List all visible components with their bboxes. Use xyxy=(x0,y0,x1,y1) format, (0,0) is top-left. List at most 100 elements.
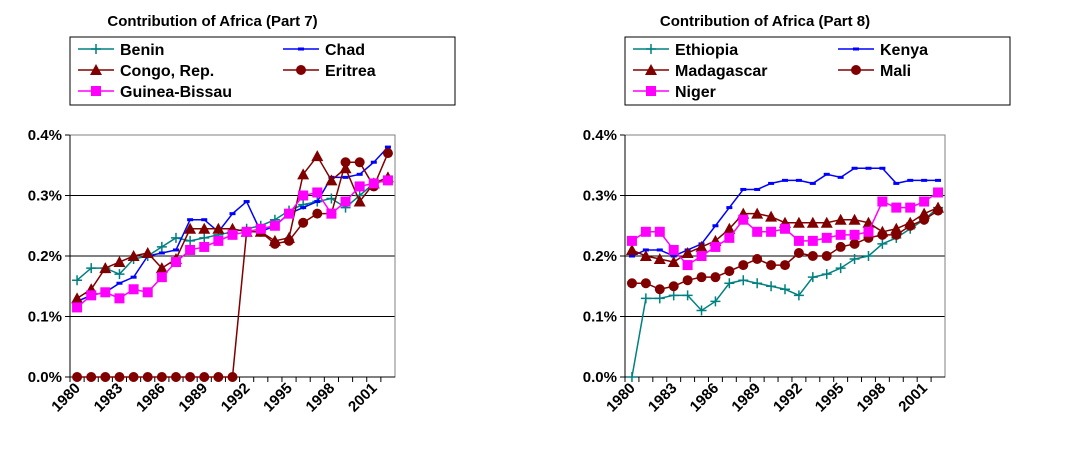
marker xyxy=(646,44,656,54)
y-tick-label: 0.4% xyxy=(28,127,62,144)
marker xyxy=(654,284,665,295)
marker xyxy=(834,213,847,225)
marker xyxy=(835,241,846,252)
marker xyxy=(213,372,224,382)
legend-label: Chad xyxy=(325,42,365,59)
y-tick-label: 0.2% xyxy=(28,248,62,265)
marker xyxy=(639,250,652,261)
legend xyxy=(69,36,456,106)
marker xyxy=(100,287,111,298)
marker xyxy=(156,272,167,283)
marker xyxy=(626,278,637,289)
marker xyxy=(682,275,693,286)
marker xyxy=(863,226,874,237)
chart-title: Contribution of Africa (Part 8) xyxy=(660,13,870,30)
marker xyxy=(298,217,309,228)
marker xyxy=(185,235,196,246)
marker xyxy=(213,235,224,246)
marker xyxy=(86,263,97,274)
marker xyxy=(71,292,84,304)
legend xyxy=(624,36,1011,106)
marker xyxy=(809,181,816,185)
marker xyxy=(141,246,154,258)
marker xyxy=(752,278,763,289)
y-tick-label: 0.0% xyxy=(583,369,617,386)
marker xyxy=(116,281,123,285)
marker xyxy=(312,187,323,198)
marker xyxy=(696,305,707,316)
marker xyxy=(255,223,266,234)
marker xyxy=(782,178,788,182)
marker xyxy=(738,260,749,271)
marker xyxy=(877,229,888,240)
marker xyxy=(668,244,679,255)
marker xyxy=(668,290,679,301)
marker xyxy=(793,247,804,258)
marker xyxy=(712,224,719,228)
x-tick-label: 1989 xyxy=(728,380,764,416)
marker xyxy=(865,166,872,170)
marker xyxy=(326,208,337,219)
marker xyxy=(821,232,832,243)
chart-title: Contribution of Africa (Part 7) xyxy=(107,13,317,30)
marker xyxy=(356,172,363,176)
marker xyxy=(780,284,790,295)
marker xyxy=(354,181,365,192)
marker xyxy=(384,145,391,149)
marker xyxy=(891,202,902,213)
marker xyxy=(142,287,153,298)
marker xyxy=(640,226,651,237)
legend-label: Congo, Rep. xyxy=(120,63,214,80)
marker xyxy=(382,175,393,186)
marker xyxy=(710,272,721,283)
marker xyxy=(752,226,763,237)
marker xyxy=(340,157,351,168)
marker xyxy=(172,248,179,252)
marker xyxy=(199,372,210,382)
marker xyxy=(296,65,306,75)
marker xyxy=(738,214,749,225)
marker xyxy=(90,64,102,75)
marker xyxy=(907,178,914,182)
x-tick-label: 1998 xyxy=(854,380,890,416)
marker xyxy=(853,47,859,51)
y-tick-label: 0.2% xyxy=(583,248,617,265)
marker xyxy=(919,214,930,225)
marker xyxy=(849,229,860,240)
marker xyxy=(340,196,351,207)
marker xyxy=(114,372,125,382)
marker xyxy=(710,241,721,252)
x-tick-label: 1995 xyxy=(812,380,848,416)
marker xyxy=(823,172,830,176)
marker xyxy=(851,65,861,75)
legend-label: Ethiopia xyxy=(675,42,738,59)
marker xyxy=(893,181,900,185)
marker xyxy=(269,238,280,249)
marker xyxy=(807,251,818,261)
marker xyxy=(754,187,761,191)
marker xyxy=(72,302,83,313)
marker xyxy=(170,257,181,268)
marker xyxy=(795,178,802,182)
legend-label: Guinea-Bissau xyxy=(120,84,232,101)
marker xyxy=(921,178,928,182)
marker xyxy=(382,148,393,159)
marker xyxy=(879,166,886,170)
marker xyxy=(128,284,139,295)
marker xyxy=(935,178,942,182)
marker xyxy=(298,47,304,51)
y-tick-label: 0.1% xyxy=(583,309,617,326)
marker xyxy=(170,372,181,382)
legend-label: Madagascar xyxy=(675,63,768,80)
marker xyxy=(642,248,649,252)
marker xyxy=(807,272,818,283)
marker xyxy=(905,202,916,213)
marker xyxy=(314,200,321,204)
marker xyxy=(806,216,819,228)
marker xyxy=(877,196,888,207)
marker xyxy=(682,290,693,301)
marker xyxy=(740,187,747,191)
marker xyxy=(626,235,637,246)
marker xyxy=(667,256,680,268)
